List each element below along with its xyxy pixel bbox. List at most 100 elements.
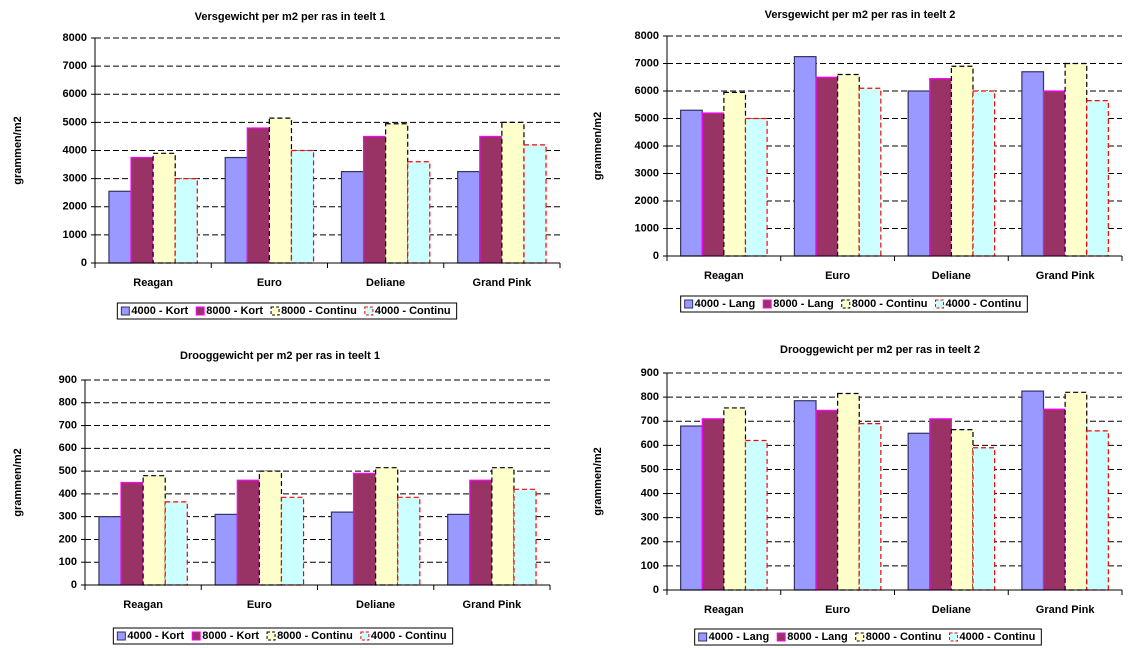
bar (972, 90, 996, 257)
y-tick-label: 5000 (635, 112, 659, 124)
bar (1064, 391, 1088, 591)
bar (723, 407, 747, 591)
bar (744, 117, 768, 257)
y-tick-label: 900 (59, 374, 77, 386)
legend-swatch (684, 299, 694, 309)
x-tick-label: Euro (247, 599, 272, 611)
bar (858, 423, 882, 591)
bar (907, 90, 931, 257)
bar (174, 178, 198, 264)
y-axis-label: grammen/m2 (12, 448, 24, 516)
bar (1086, 430, 1109, 591)
legend-swatch (698, 632, 708, 642)
y-tick-label: 900 (641, 367, 659, 379)
x-tick-label: Grand Pink (463, 599, 523, 611)
bar (407, 161, 431, 264)
bar (701, 112, 725, 257)
x-tick-label: Deliane (366, 277, 405, 289)
bar (236, 479, 260, 586)
y-tick-label: 100 (641, 560, 659, 572)
bar (290, 149, 315, 264)
chart-title: Drooggewicht per m2 per ras in teelt 1 (180, 350, 380, 362)
y-tick-label: 500 (641, 463, 659, 475)
bar (815, 409, 839, 591)
y-tick-label: 700 (641, 415, 659, 427)
x-tick-label: Deliane (356, 599, 395, 611)
legend-label: 4000 - Continu (375, 305, 451, 317)
bar (397, 496, 421, 586)
bar (837, 392, 860, 591)
y-tick-label: 600 (59, 442, 77, 454)
bar (744, 439, 768, 591)
x-tick-label: Reagan (133, 277, 173, 289)
y-tick-label: 200 (59, 533, 77, 545)
bar (491, 467, 515, 586)
legend-swatch (116, 631, 126, 641)
legend-label: 4000 - Continu (946, 298, 1022, 310)
legend-label: 8000 - Kort (206, 305, 263, 317)
legend-swatch (762, 299, 772, 309)
y-tick-label: 3000 (635, 167, 659, 179)
bar (479, 135, 503, 264)
bar (246, 127, 270, 264)
chart-title: Drooggewicht per m2 per ras in teelt 2 (780, 344, 980, 356)
x-tick-label: Euro (825, 270, 850, 282)
y-axis-label: grammen/m2 (592, 447, 604, 515)
bar (280, 496, 305, 586)
legend-swatch (270, 306, 280, 316)
bar (352, 472, 377, 586)
bar (513, 488, 537, 586)
y-tick-label: 400 (59, 488, 77, 500)
bar (793, 400, 817, 591)
legend-label: 8000 - Continu (277, 630, 353, 642)
bar (929, 78, 952, 257)
bar (950, 65, 974, 257)
bar (1021, 71, 1045, 257)
y-tick-label: 800 (641, 391, 659, 403)
legend-label: 4000 - Continu (960, 631, 1036, 643)
legend-label: 4000 - Lang (695, 298, 756, 310)
bar (164, 501, 188, 586)
legend-label: 4000 - Lang (709, 631, 770, 643)
legend-label: 8000 - Continu (866, 631, 942, 643)
bar (375, 467, 399, 586)
legend-label: 8000 - Lang (773, 298, 834, 310)
y-tick-label: 3000 (63, 173, 87, 185)
bar (1042, 90, 1066, 257)
y-tick-label: 0 (653, 250, 659, 262)
bar (907, 432, 931, 591)
bar (950, 429, 974, 591)
bar (224, 156, 248, 264)
bar (268, 117, 293, 264)
bar (680, 425, 703, 591)
legend-swatch (360, 631, 370, 641)
bar (108, 190, 132, 264)
chart-title: Versgewicht per m2 per ras in teelt 2 (765, 9, 956, 21)
legend-swatch (266, 631, 276, 641)
legend-label: 8000 - Continu (281, 305, 357, 317)
bar (723, 91, 747, 257)
bar (972, 447, 996, 591)
bar (142, 475, 166, 586)
x-tick-label: Euro (257, 277, 282, 289)
bar (1086, 100, 1109, 257)
bar (1042, 408, 1066, 591)
legend-label: 8000 - Kort (202, 630, 259, 642)
legend-swatch (364, 306, 374, 316)
bar (340, 170, 365, 264)
bar (330, 511, 355, 586)
bar (815, 76, 839, 257)
x-tick-label: Reagan (123, 599, 163, 611)
legend-swatch (191, 631, 201, 641)
y-tick-label: 6000 (635, 85, 659, 97)
bar (362, 135, 387, 264)
y-tick-label: 4000 (635, 140, 659, 152)
y-tick-label: 100 (59, 556, 77, 568)
legend-label: 4000 - Kort (127, 630, 184, 642)
x-tick-label: Grand Pink (1036, 270, 1096, 282)
y-axis-label: grammen/m2 (12, 116, 24, 184)
bar (929, 418, 952, 591)
legend-swatch (935, 299, 945, 309)
legend: 4000 - Kort 8000 - Kort 8000 - Continu 4000… (116, 302, 458, 320)
y-tick-label: 7000 (635, 57, 659, 69)
